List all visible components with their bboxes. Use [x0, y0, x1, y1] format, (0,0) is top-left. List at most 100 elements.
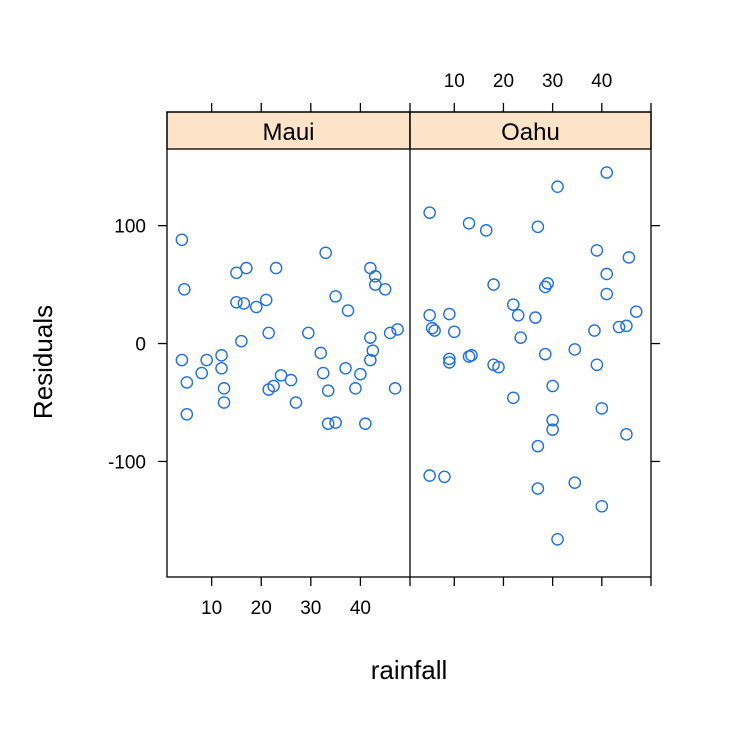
- data-point: [316, 366, 330, 380]
- data-point: [314, 346, 328, 360]
- data-point: [289, 396, 303, 409]
- data-point: [551, 532, 564, 546]
- data-point: [423, 469, 436, 482]
- x-tick-label: 40: [350, 598, 371, 619]
- data-point: [600, 166, 614, 179]
- data-point: [487, 278, 500, 291]
- data-point: [175, 233, 189, 247]
- data-point: [531, 439, 545, 453]
- data-point: [180, 407, 194, 421]
- x-tick-label: 20: [493, 71, 514, 92]
- data-point: [443, 307, 456, 321]
- data-point: [529, 311, 542, 324]
- data-point: [319, 246, 332, 260]
- data-point: [600, 287, 614, 301]
- data-point: [629, 305, 643, 319]
- data-point: [551, 180, 564, 194]
- y-axis-right: [651, 224, 660, 463]
- data-point: [620, 428, 633, 441]
- data-point: [354, 367, 367, 381]
- data-point: [180, 376, 194, 389]
- data-point: [200, 353, 213, 367]
- data-point: [178, 283, 191, 296]
- data-point: [217, 396, 231, 409]
- panel-maui: Maui: [166, 111, 411, 431]
- x-tick-label: 30: [542, 71, 563, 92]
- x-tick-label: 40: [591, 71, 612, 92]
- data-point: [511, 308, 525, 322]
- data-point: [383, 326, 397, 340]
- x-axis-label: rainfall: [371, 655, 448, 685]
- data-point: [378, 283, 392, 296]
- data-point: [230, 266, 243, 280]
- strip-maui: [166, 111, 411, 150]
- data-point: [364, 353, 377, 367]
- data-point: [568, 476, 582, 489]
- data-point: [391, 323, 404, 336]
- data-point: [590, 358, 604, 372]
- data-point: [506, 391, 520, 405]
- data-point: [329, 290, 342, 303]
- data-point: [538, 280, 552, 294]
- data-point: [546, 423, 559, 436]
- plot-frame: [166, 111, 652, 578]
- data-point: [249, 300, 263, 314]
- x-axis-top: 10 20 30 40: [210, 71, 652, 112]
- data-point: [590, 244, 604, 257]
- y-axis-left: -100 0 100: [108, 217, 167, 473]
- data-point: [622, 251, 636, 264]
- x-tick-label: 10: [201, 598, 222, 619]
- data-point: [588, 324, 601, 337]
- data-point: [235, 334, 248, 348]
- data-point: [443, 356, 456, 369]
- y-tick-label: 0: [135, 335, 146, 356]
- data-point: [423, 308, 436, 322]
- x-tick-label: 20: [251, 598, 272, 619]
- data-point: [240, 261, 253, 275]
- data-point: [465, 349, 478, 362]
- data-point: [541, 277, 555, 290]
- x-axis-bottom: 10 20 30 40: [201, 577, 652, 619]
- data-point: [595, 499, 609, 513]
- x-tick-label: 30: [300, 598, 321, 619]
- data-point: [274, 369, 288, 382]
- data-point: [302, 326, 315, 340]
- data-point: [321, 384, 335, 398]
- data-point: [262, 326, 275, 340]
- data-point: [531, 482, 545, 495]
- data-point: [368, 270, 382, 283]
- data-point: [462, 216, 476, 230]
- data-point: [428, 324, 441, 337]
- data-point: [359, 417, 372, 431]
- data-point: [364, 331, 377, 344]
- data-point: [600, 267, 614, 281]
- data-point: [538, 347, 552, 361]
- y-tick-label: -100: [108, 452, 146, 473]
- data-point: [259, 293, 273, 307]
- data-point: [230, 295, 243, 309]
- data-point: [175, 353, 189, 367]
- data-point: [366, 344, 380, 357]
- y-axis-label: Residuals: [28, 305, 58, 419]
- data-point: [531, 220, 545, 234]
- data-point: [341, 304, 355, 317]
- data-point: [217, 382, 231, 395]
- data-point: [349, 382, 362, 395]
- strip-label-oahu: Oahu: [501, 119, 560, 146]
- data-point: [546, 413, 559, 427]
- data-point: [546, 379, 559, 393]
- points-oahu: [423, 166, 643, 546]
- data-point: [447, 325, 461, 339]
- data-point: [492, 360, 505, 374]
- data-point: [612, 320, 626, 334]
- data-point: [388, 382, 402, 395]
- data-point: [595, 402, 609, 415]
- data-point: [514, 331, 527, 344]
- strip-label-maui: Maui: [262, 119, 314, 146]
- data-point: [284, 373, 298, 387]
- data-point: [195, 366, 209, 380]
- data-point: [620, 319, 633, 333]
- y-tick-label: 100: [114, 217, 146, 238]
